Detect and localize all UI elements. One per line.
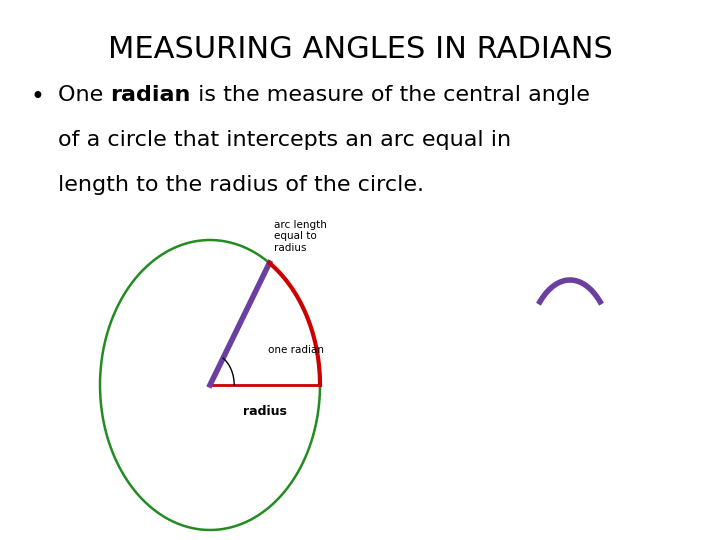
Text: •: •: [30, 85, 44, 109]
Text: radian: radian: [110, 85, 191, 105]
Text: MEASURING ANGLES IN RADIANS: MEASURING ANGLES IN RADIANS: [107, 35, 613, 64]
Text: of a circle that intercepts an arc equal in: of a circle that intercepts an arc equal…: [58, 130, 511, 150]
Text: is the measure of the central angle: is the measure of the central angle: [191, 85, 590, 105]
Text: arc length
equal to
radius: arc length equal to radius: [274, 220, 328, 253]
Text: one radian: one radian: [269, 345, 324, 355]
Text: One: One: [58, 85, 110, 105]
Text: length to the radius of the circle.: length to the radius of the circle.: [58, 175, 424, 195]
Text: radius: radius: [243, 405, 287, 418]
